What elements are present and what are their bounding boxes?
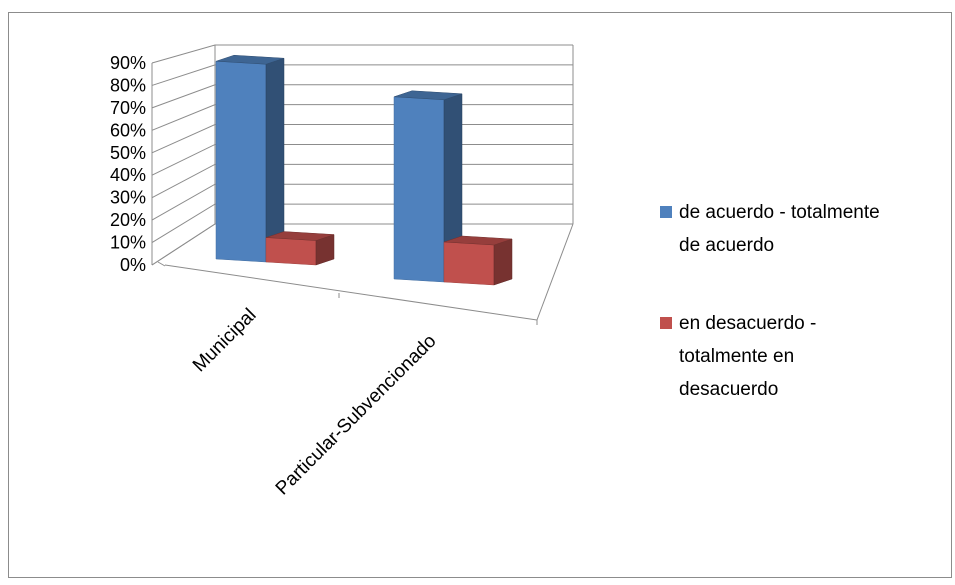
- legend-label: en desacuerdo -: [679, 313, 816, 334]
- bar-top: [393, 90, 463, 101]
- legend-label: de acuerdo - totalmente: [679, 202, 880, 223]
- y-tick-label: 70%: [110, 98, 146, 118]
- category-label: Particular-Subvencionado: [272, 331, 441, 500]
- category-label: Municipal: [189, 305, 261, 377]
- y-tick-label: 10%: [110, 233, 146, 253]
- bar-front: [265, 237, 317, 266]
- bar-front: [215, 60, 267, 263]
- legend-swatch: [660, 206, 672, 218]
- bar-front: [393, 96, 445, 283]
- floor-left-edge: [151, 223, 216, 266]
- legend: de acuerdo - totalmente de acuerdo en desa…: [660, 202, 880, 400]
- chart-frame: [8, 12, 952, 578]
- y-tick-label: 20%: [110, 210, 146, 230]
- bar-top: [215, 54, 285, 65]
- x-tick-mark: [157, 261, 166, 267]
- y-tick-label: 0%: [120, 255, 146, 275]
- category-labels: Municipal Particular-Subvencionado: [189, 305, 441, 500]
- bar-side: [493, 238, 513, 286]
- bar-top: [265, 231, 335, 241]
- x-axis-line: [164, 264, 538, 321]
- y-tick-label: 40%: [110, 165, 146, 185]
- legend-label: totalmente en: [679, 346, 794, 367]
- floor-right-edge: [536, 223, 574, 321]
- legend-label: de acuerdo: [679, 235, 774, 256]
- bar-front: [443, 241, 495, 286]
- bar-top: [443, 235, 513, 246]
- y-tick-label: 90%: [110, 53, 146, 73]
- bar-layer: [215, 54, 513, 286]
- y-tick-label: 60%: [110, 120, 146, 140]
- y-tick-labels: 0%10% 20%30% 40%50% 60%70% 80%90%: [110, 53, 146, 275]
- y-tick-label: 80%: [110, 75, 146, 95]
- bar-side: [265, 57, 285, 263]
- legend-label: desacuerdo: [679, 379, 778, 400]
- legend-swatch: [660, 317, 672, 329]
- y-tick-label: 30%: [110, 188, 146, 208]
- y-tick-label: 50%: [110, 143, 146, 163]
- axis-layer: [151, 45, 574, 325]
